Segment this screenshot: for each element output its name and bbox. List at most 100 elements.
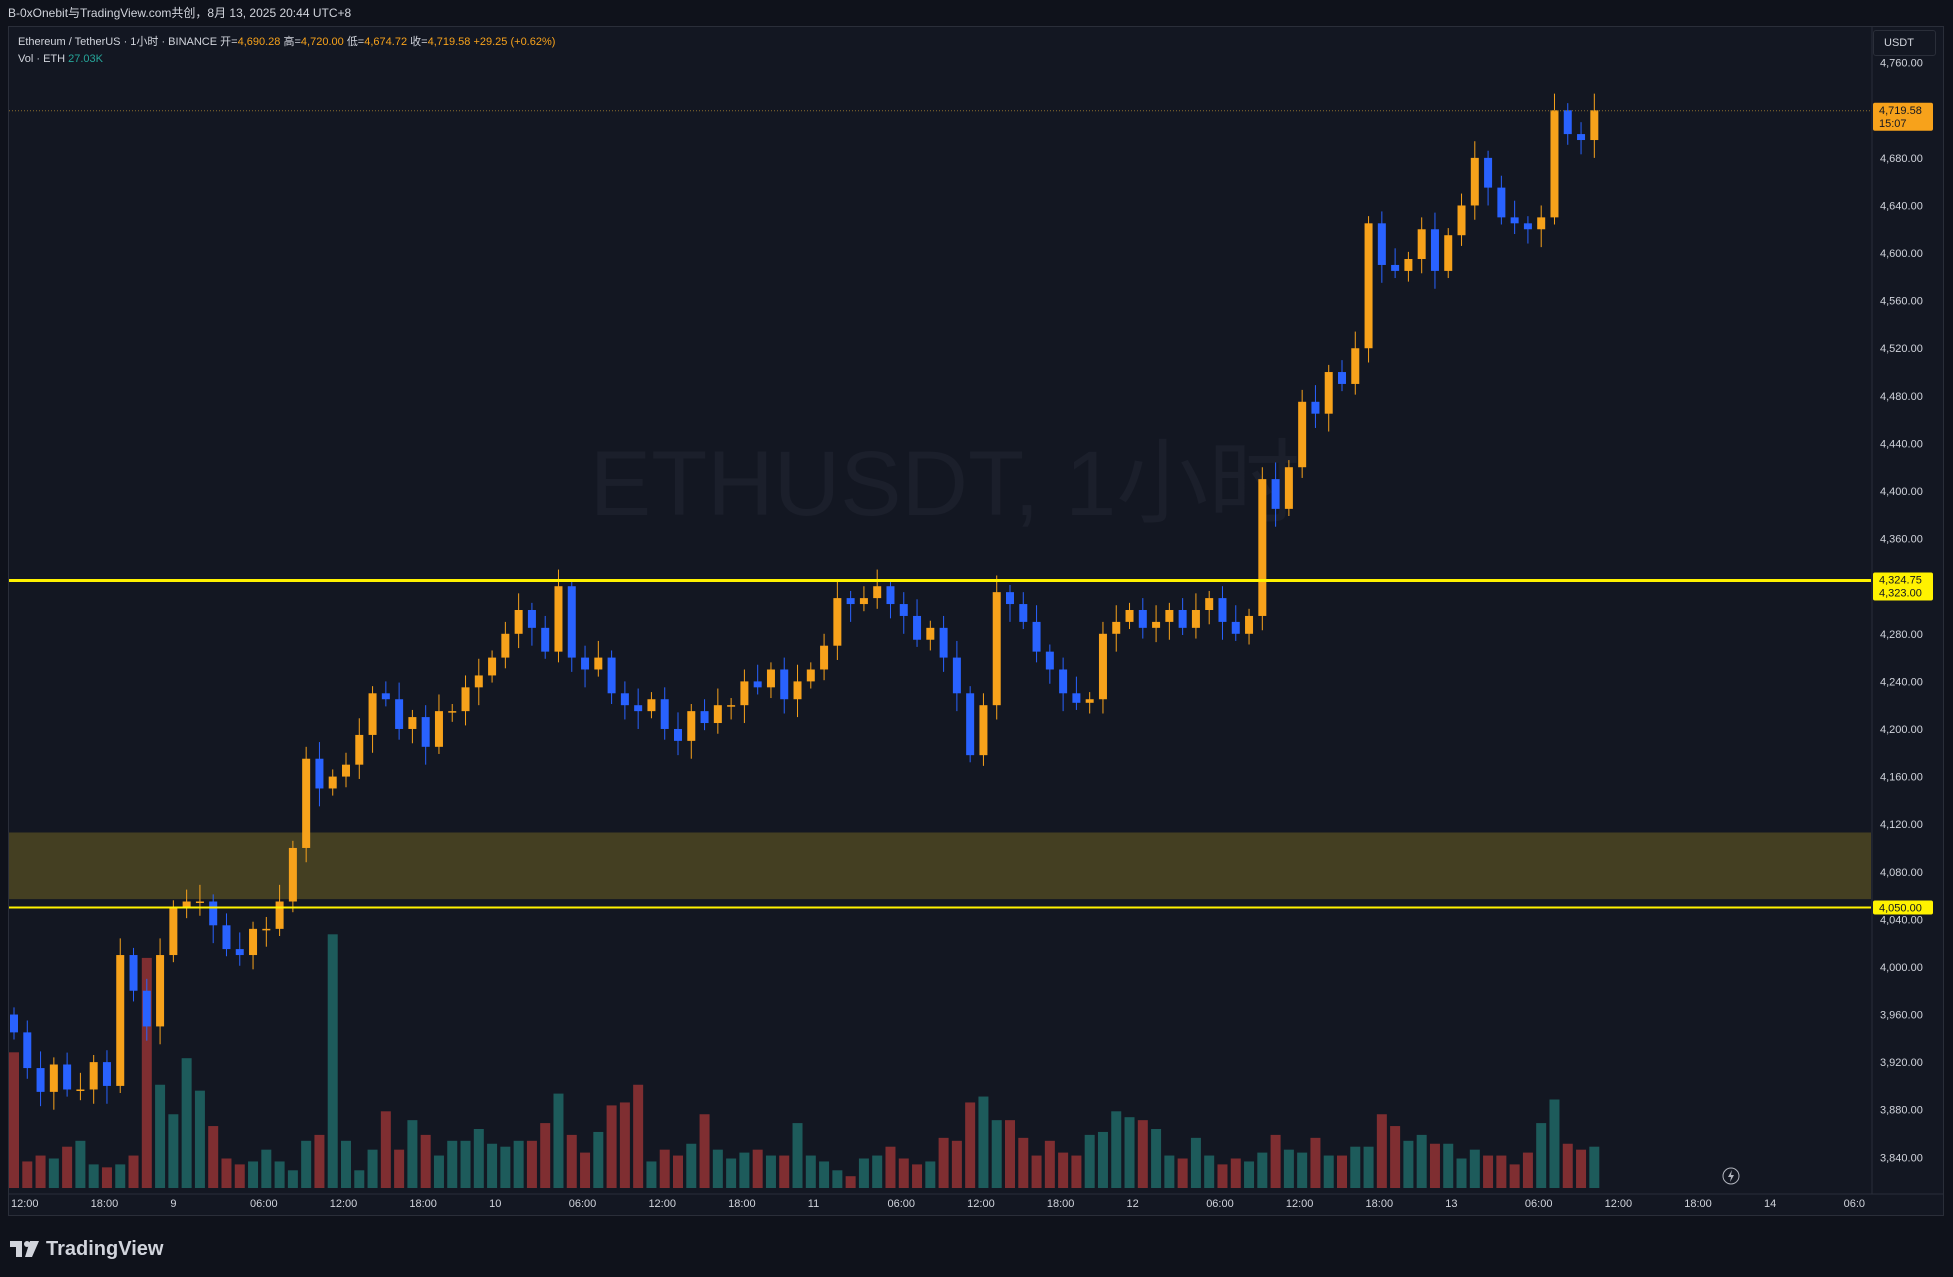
candle-body xyxy=(952,657,961,694)
volume-bar xyxy=(1469,1149,1480,1188)
time-tick-label: 14 xyxy=(1764,1198,1776,1210)
currency-unit-button[interactable]: USDT xyxy=(1873,30,1936,56)
candle-body xyxy=(156,955,165,1027)
lightning-icon[interactable] xyxy=(1722,1167,1740,1185)
candle-body xyxy=(806,669,815,682)
symbol-name[interactable]: Ethereum / TetherUS · 1小时 · BINANCE xyxy=(18,36,218,48)
candle-body xyxy=(979,705,988,756)
volume-bar xyxy=(805,1155,816,1188)
tradingview-logo[interactable]: TradingView xyxy=(10,1236,163,1262)
candle-body xyxy=(1178,610,1187,628)
volume-bar xyxy=(1031,1155,1042,1188)
time-axis[interactable]: 12:00 18:00 9 06:00 12:00 18:00 10 06:00 12:00 18… xyxy=(11,1198,1865,1210)
volume-bar xyxy=(1244,1161,1255,1188)
volume-bar xyxy=(1084,1134,1095,1188)
time-tick-label: 06:00 xyxy=(250,1198,278,1210)
volume-bar xyxy=(1376,1114,1387,1188)
volume-bar xyxy=(1549,1099,1560,1188)
price-tick-label: 3,840.00 xyxy=(1880,1152,1923,1164)
volume-bar xyxy=(287,1170,298,1188)
volume-bar xyxy=(1297,1152,1308,1188)
volume-bar xyxy=(327,934,338,1188)
candle-body xyxy=(1577,134,1586,141)
volume-bar xyxy=(1283,1149,1294,1188)
time-tick-label: 12:00 xyxy=(967,1198,995,1210)
time-tick-label: 06:00 xyxy=(1525,1198,1553,1210)
candle-body xyxy=(939,627,948,658)
candle-body xyxy=(1457,205,1466,236)
volume-bar xyxy=(606,1105,617,1188)
volume-bar xyxy=(951,1140,962,1188)
price-tick-label: 4,160.00 xyxy=(1880,772,1923,784)
volume-bar xyxy=(1230,1158,1241,1188)
time-tick-label: 10 xyxy=(489,1198,501,1210)
time-tick-label: 18:00 xyxy=(1047,1198,1075,1210)
candle-body xyxy=(102,1062,111,1086)
time-tick-label: 18:00 xyxy=(1684,1198,1712,1210)
volume-bar xyxy=(566,1134,577,1188)
candle-body xyxy=(780,669,789,700)
candle-body xyxy=(23,1032,32,1069)
candle-body xyxy=(687,711,696,741)
price-tick-label: 4,200.00 xyxy=(1880,724,1923,736)
candle-body xyxy=(647,699,656,712)
current-price-tag-text: 4,719.58 xyxy=(1879,105,1922,117)
volume-bar xyxy=(540,1123,551,1188)
candle-body xyxy=(1059,669,1068,694)
candle-body xyxy=(913,615,922,640)
candle-body xyxy=(1497,187,1506,218)
price-axis[interactable]: 4,760.00 4,680.00 4,640.00 4,600.00 4,560.00… xyxy=(1880,58,1923,1165)
price-tick-label: 4,080.00 xyxy=(1880,867,1923,879)
candle-body xyxy=(1125,610,1134,622)
candle-body xyxy=(541,627,550,652)
time-tick-label: 9 xyxy=(170,1198,176,1210)
candle-body xyxy=(488,657,497,676)
time-tick-label: 18:00 xyxy=(728,1198,756,1210)
candle-body xyxy=(607,657,616,694)
time-tick-label: 12:00 xyxy=(1605,1198,1633,1210)
close-value: 4,719.58 xyxy=(427,36,471,48)
low-label: 低= xyxy=(346,36,365,48)
price-tick-label: 4,440.00 xyxy=(1880,438,1923,450)
candle-body xyxy=(76,1089,85,1091)
candle-body xyxy=(634,705,643,712)
resistance-price-tag-text: 4,323.00 xyxy=(1879,588,1922,600)
volume-bar xyxy=(380,1111,391,1188)
volume-bar xyxy=(580,1152,591,1188)
volume-bar xyxy=(1509,1164,1520,1188)
volume-bar xyxy=(898,1158,909,1188)
candle-body xyxy=(1152,621,1161,628)
volume-bar xyxy=(779,1155,790,1188)
volume-bar xyxy=(460,1140,471,1188)
volume-label[interactable]: Vol · ETH xyxy=(18,53,66,65)
high-value: 4,720.00 xyxy=(300,36,344,48)
volume-bar xyxy=(354,1170,365,1188)
candle-body xyxy=(1218,598,1227,622)
candle-body xyxy=(1019,604,1028,622)
candle-body xyxy=(1391,264,1400,271)
candle-body xyxy=(1138,610,1147,628)
candle-body xyxy=(1072,693,1081,703)
candle-body xyxy=(1417,229,1426,260)
time-tick-label: 06:00 xyxy=(569,1198,597,1210)
open-label: 开= xyxy=(220,36,238,48)
candle-body xyxy=(1484,157,1493,188)
volume-bar xyxy=(35,1155,46,1188)
volume-bar xyxy=(1443,1143,1454,1188)
volume-bar xyxy=(341,1140,351,1188)
price-tick-label: 4,400.00 xyxy=(1880,486,1923,498)
volume-bar xyxy=(1164,1155,1175,1188)
volume-bar xyxy=(633,1084,644,1188)
candle-body xyxy=(820,645,829,670)
volume-bar xyxy=(1204,1155,1215,1188)
volume-bar xyxy=(978,1096,989,1188)
volume-bar xyxy=(500,1146,511,1188)
volume-bar xyxy=(115,1164,126,1188)
candle-body xyxy=(594,657,603,670)
candle-body xyxy=(421,717,430,747)
volume-bar xyxy=(912,1164,923,1188)
candle-body xyxy=(740,681,749,706)
volume-bar xyxy=(1337,1155,1347,1188)
